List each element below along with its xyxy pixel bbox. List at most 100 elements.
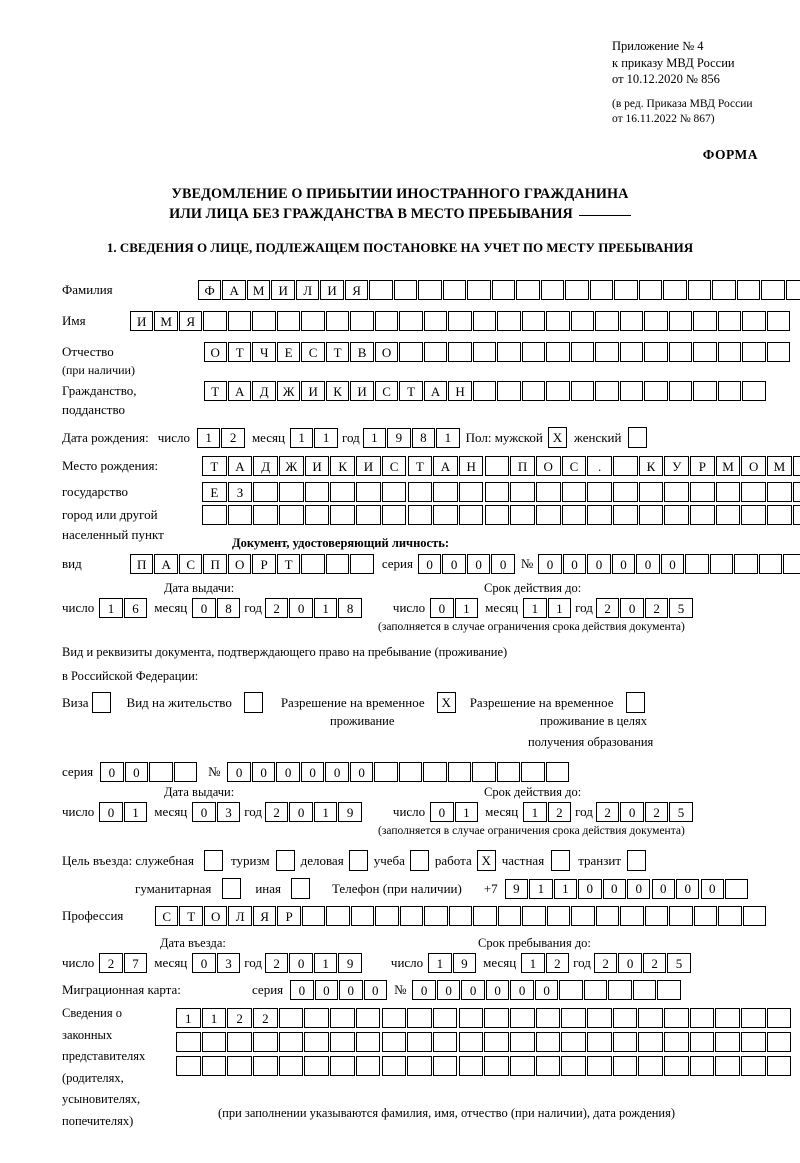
char-cell[interactable]: 1 [314,427,338,448]
char-cell[interactable]: О [535,456,561,476]
char-cell[interactable]: В [350,342,374,362]
char-cell[interactable] [663,280,687,300]
char-cell[interactable] [619,311,644,331]
char-cell[interactable] [669,906,693,926]
char-cell[interactable] [693,381,717,401]
char-cell[interactable] [689,1056,715,1076]
char-cell[interactable] [304,1032,330,1052]
char-cell[interactable] [304,482,330,502]
char-cell[interactable] [587,1008,612,1028]
char-cell[interactable]: 0 [300,762,325,782]
char-cell[interactable] [587,1056,612,1076]
char-cell[interactable] [433,505,458,525]
char-cell[interactable] [458,1056,484,1076]
char-cell[interactable]: 0 [627,878,651,899]
char-cell[interactable]: М [154,311,178,331]
char-cell[interactable] [355,1032,381,1052]
char-cell[interactable]: 1 [454,598,479,618]
char-cell[interactable]: 5 [669,802,693,822]
char-cell[interactable] [589,280,614,300]
char-cell[interactable] [785,280,800,300]
char-cell[interactable]: 0 [491,554,515,574]
char-cell[interactable] [595,381,619,401]
char-cell[interactable] [381,505,407,525]
char-cell[interactable] [330,1056,355,1076]
char-cell[interactable] [330,482,356,502]
char-cell[interactable] [472,342,497,362]
char-cell[interactable] [546,311,570,331]
char-cell[interactable]: О [374,342,399,362]
char-cell[interactable]: 0 [700,878,724,899]
char-cell[interactable]: М [767,456,792,476]
char-cell[interactable]: К [638,456,664,476]
char-cell[interactable] [559,980,583,1000]
char-cell[interactable] [491,280,516,300]
char-cell[interactable] [741,1032,766,1052]
char-cell[interactable]: 1 [428,953,452,973]
char-cell[interactable]: 0 [251,762,276,782]
char-cell[interactable] [668,342,693,362]
char-cell[interactable]: А [227,381,252,401]
char-cell[interactable] [693,311,717,331]
char-cell[interactable] [715,482,741,502]
char-cell[interactable] [350,906,375,926]
char-cell[interactable]: Р [690,456,715,476]
char-cell[interactable]: 8 [338,598,362,618]
char-cell[interactable]: 0 [430,802,454,822]
char-cell[interactable] [766,1008,792,1028]
char-cell[interactable] [484,505,510,525]
char-cell[interactable]: 0 [620,802,644,822]
char-cell[interactable] [407,482,433,502]
char-cell[interactable]: 2 [547,802,572,822]
char-cell[interactable] [546,342,570,362]
char-cell[interactable] [497,311,521,331]
char-cell[interactable]: 2 [644,598,669,618]
char-cell[interactable]: 2 [221,427,245,448]
char-cell[interactable]: Л [228,906,252,926]
char-cell[interactable]: 9 [338,802,362,822]
char-cell[interactable] [173,762,197,782]
char-cell[interactable]: 0 [124,762,149,782]
char-cell[interactable]: 2 [642,953,667,973]
char-cell[interactable]: С [381,456,407,476]
char-cell[interactable] [758,554,783,574]
char-cell[interactable] [326,906,350,926]
char-cell[interactable]: 1 [313,802,338,822]
char-cell[interactable]: Н [458,456,484,476]
char-cell[interactable] [741,1056,766,1076]
char-cell[interactable]: Ф [198,280,222,300]
char-cell[interactable]: 2 [545,953,570,973]
char-cell[interactable]: П [203,554,227,574]
char-cell[interactable] [484,482,510,502]
char-cell[interactable]: 1 [553,878,578,899]
char-cell[interactable] [664,482,689,502]
char-cell[interactable] [767,482,792,502]
purpose-transit-checkbox[interactable] [627,850,647,871]
char-cell[interactable]: 0 [349,762,374,782]
char-cell[interactable] [447,762,472,782]
char-cell[interactable] [521,762,545,782]
char-cell[interactable] [709,554,734,574]
char-cell[interactable]: А [433,456,458,476]
char-cell[interactable] [613,505,638,525]
char-cell[interactable] [612,1032,638,1052]
char-cell[interactable] [638,1008,663,1028]
char-cell[interactable]: 3 [216,953,241,973]
char-cell[interactable]: 8 [411,427,436,448]
char-cell[interactable] [540,280,565,300]
char-cell[interactable] [595,906,620,926]
char-cell[interactable]: 1 [523,802,547,822]
char-cell[interactable]: 8 [216,598,241,618]
char-cell[interactable] [535,1008,561,1028]
char-cell[interactable]: 1 [547,598,572,618]
char-cell[interactable] [375,906,399,926]
char-cell[interactable] [717,342,742,362]
char-cell[interactable]: 5 [667,953,691,973]
char-cell[interactable]: С [561,456,587,476]
char-cell[interactable] [497,342,521,362]
purpose-humanitarian-checkbox[interactable] [222,878,242,899]
char-cell[interactable]: Ж [276,381,301,401]
char-cell[interactable] [497,906,522,926]
char-cell[interactable] [638,505,664,525]
char-cell[interactable] [613,456,638,476]
